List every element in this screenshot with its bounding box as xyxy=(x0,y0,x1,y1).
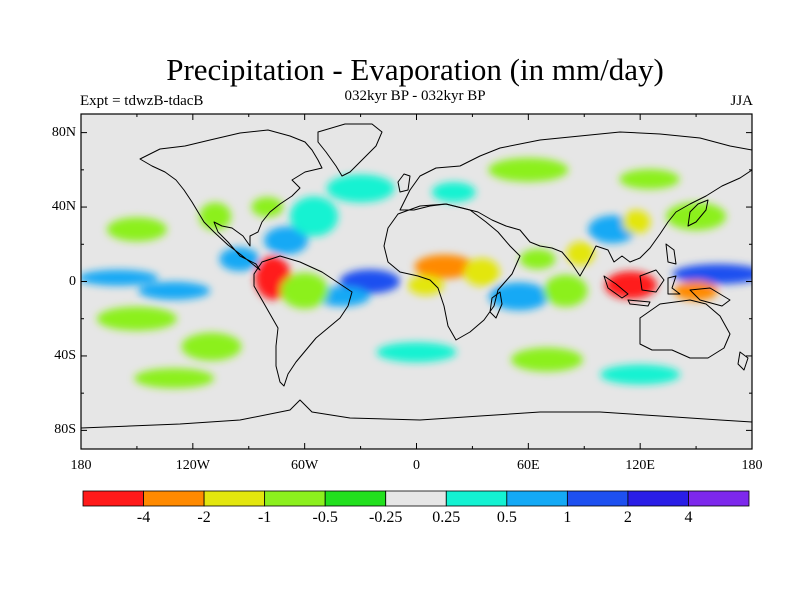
anomaly-mid-atlantic-north xyxy=(289,196,338,237)
colorbar-swatch xyxy=(445,490,508,507)
colorbar-swatch xyxy=(264,490,326,507)
anomaly-maritime-continent xyxy=(604,271,657,300)
coastline-australia xyxy=(639,299,731,359)
y-tick-label: 40N xyxy=(51,199,76,215)
anomaly-europe xyxy=(431,182,476,203)
colorbar-swatch xyxy=(566,490,629,507)
anomaly-north-america-west xyxy=(199,202,232,231)
anomaly-south-indian-ocean xyxy=(489,282,550,311)
anomaly-north-america-east xyxy=(251,197,284,218)
x-tick-label: 60W xyxy=(291,458,319,473)
anomaly-central-america-pacific xyxy=(219,247,260,272)
anomaly-layer xyxy=(81,157,752,389)
experiment-label: Expt = tdwzB-tdacB xyxy=(80,93,204,109)
colorbar-swatch xyxy=(324,490,387,507)
anomaly-north-pacific-east xyxy=(106,217,167,242)
anomaly-eq-pacific-south-band xyxy=(138,281,211,300)
y-tick-label: 80N xyxy=(51,124,76,140)
anomaly-sw-pacific xyxy=(674,280,719,301)
anomaly-east-asia-north xyxy=(619,169,680,190)
anomaly-southern-ocean-east xyxy=(600,364,681,385)
anomaly-siberia xyxy=(488,157,569,182)
coastline-antarctica xyxy=(81,399,752,429)
colorbar-label: 0.5 xyxy=(496,509,517,526)
colorbar-label: -4 xyxy=(136,509,151,526)
colorbar-label: -0.5 xyxy=(312,509,338,526)
x-tick-label: 180 xyxy=(741,458,763,473)
season-label: JJA xyxy=(730,93,753,109)
colorbar-swatch xyxy=(143,490,205,507)
colorbar-swatch xyxy=(203,490,266,507)
anomaly-southern-ocean-indian xyxy=(510,347,583,372)
anomaly-arabian-sea xyxy=(519,249,556,270)
y-tick-label: 80S xyxy=(54,422,76,438)
coastline-madagascar xyxy=(489,291,503,319)
colorbar-swatch xyxy=(82,490,144,507)
x-tick-label: 120W xyxy=(175,458,210,473)
colorbar-swatch xyxy=(627,490,689,507)
coastline-japan xyxy=(687,199,709,227)
colorbar-label: 1 xyxy=(563,509,572,526)
coastline-borneo xyxy=(639,269,665,293)
map-subtitle: 032kyr BP - 032kyr BP xyxy=(344,88,486,104)
coastline-greenland xyxy=(317,123,383,177)
coastline-north-america xyxy=(139,129,323,271)
anomaly-sahel xyxy=(414,254,475,279)
anomaly-east-china xyxy=(622,209,651,234)
x-tick-label: 120E xyxy=(625,458,655,473)
coastline-africa xyxy=(383,203,521,341)
colorbar-label: -1 xyxy=(257,509,272,526)
coastline-java xyxy=(627,299,651,307)
coastline-philippines xyxy=(665,243,677,265)
colorbar-label: 4 xyxy=(684,509,693,526)
anomaly-tropical-atlantic xyxy=(339,269,400,294)
x-tick-label: 60E xyxy=(517,458,540,473)
colorbar-label: 2 xyxy=(623,509,632,526)
y-tick-label: 40S xyxy=(54,347,76,363)
colorbar-swatch xyxy=(688,490,750,507)
coastline-layer xyxy=(81,123,752,429)
x-tick-label: 180 xyxy=(70,458,92,473)
anomaly-indian-ocean-central xyxy=(543,274,588,307)
anomaly-equatorial-west-africa xyxy=(407,275,444,296)
coastline-south-america xyxy=(253,255,353,387)
colorbar-label: -2 xyxy=(197,509,211,526)
colorbar-swatch xyxy=(385,490,447,507)
anomaly-west-pacific-itcz xyxy=(672,264,752,285)
tick-marks xyxy=(80,114,753,449)
anomaly-east-africa xyxy=(463,258,500,287)
colorbar-label: 0.25 xyxy=(432,509,461,526)
coastline-sulawesi xyxy=(667,275,681,295)
x-tick-label: 0 xyxy=(413,458,420,473)
anomaly-south-pacific-west xyxy=(96,306,177,331)
colorbar xyxy=(82,490,750,507)
coastline-uk xyxy=(397,173,411,193)
anomaly-southern-ocean-pacific xyxy=(134,368,215,389)
anomaly-bay-of-bengal xyxy=(566,241,595,266)
anomaly-southern-ocean-atlantic xyxy=(376,342,457,363)
coastline-eurasia xyxy=(399,131,752,277)
map-title: Precipitation - Evaporation (in mm/day) xyxy=(166,52,664,87)
coastline-new-zealand xyxy=(737,351,749,371)
coastline-sumatra xyxy=(603,275,629,299)
anomaly-south-pacific-east xyxy=(181,332,242,361)
anomaly-eq-pacific-strip xyxy=(81,269,159,286)
anomaly-north-atlantic xyxy=(326,174,395,203)
y-tick-label: 0 xyxy=(69,273,76,289)
colorbar-label: -0.25 xyxy=(369,509,403,526)
anomaly-amazon xyxy=(280,272,329,309)
colorbar-swatch xyxy=(506,490,568,507)
coastline-new-guinea xyxy=(689,287,731,307)
anomaly-caribbean xyxy=(264,226,309,255)
